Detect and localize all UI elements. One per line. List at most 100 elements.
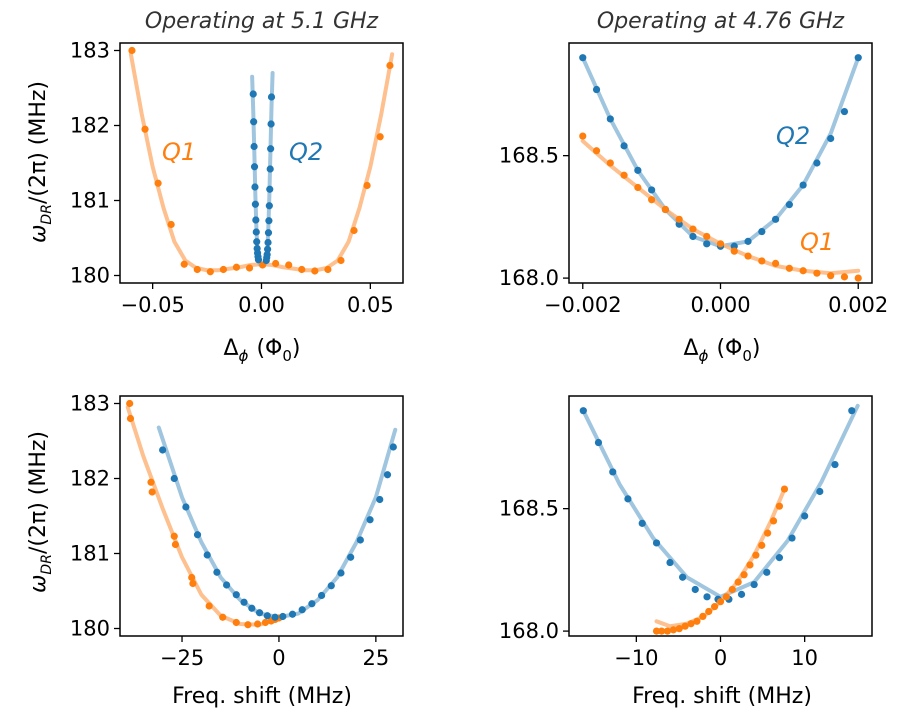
data-point <box>376 495 384 504</box>
data-point <box>147 478 155 486</box>
fit-line <box>156 425 398 620</box>
data-point <box>189 579 197 588</box>
data-point <box>180 260 188 268</box>
data-point <box>691 585 699 594</box>
y-tick-label: 180 <box>70 264 110 288</box>
series-annotation-q2: Q2 <box>776 122 810 150</box>
y-tick-label: 182 <box>70 114 110 138</box>
y-tick-label: 183 <box>70 392 110 416</box>
x-tick-label: 0.000 <box>690 293 750 317</box>
data-point <box>356 536 364 544</box>
data-point <box>648 186 656 194</box>
data-point <box>758 541 766 549</box>
data-point <box>240 598 248 606</box>
data-point <box>737 590 746 598</box>
x-tick-label: 0 <box>714 646 727 670</box>
x-tick-label: 10 <box>791 646 818 670</box>
data-point <box>785 264 793 272</box>
data-point <box>827 272 835 280</box>
data-point <box>722 593 730 601</box>
data-point <box>669 626 677 634</box>
data-point <box>758 227 766 236</box>
data-point <box>267 145 275 153</box>
fit-line <box>250 74 262 267</box>
data-point <box>264 238 272 247</box>
data-point <box>699 612 707 621</box>
data-point <box>728 585 736 594</box>
plot-area <box>579 403 860 635</box>
y-tick-label: 180 <box>70 617 110 641</box>
data-point <box>337 569 345 577</box>
x-tick-label: −10 <box>614 646 658 670</box>
panel-a: Operating at 5.1 GHz −0.05 0.00 0.05 180 181 1… <box>70 9 404 317</box>
data-point <box>219 613 227 621</box>
data-point <box>681 622 689 630</box>
data-point <box>254 256 263 264</box>
data-point <box>785 201 793 209</box>
xlabel-flux-left: Δϕ (Φ0) <box>223 336 300 365</box>
data-point <box>363 181 371 190</box>
data-point <box>324 265 332 274</box>
data-point <box>170 532 178 540</box>
data-point <box>203 551 211 559</box>
data-point <box>763 568 771 576</box>
y-tick-label: 183 <box>70 39 110 63</box>
data-point <box>350 226 358 235</box>
x-tick-label: −0.05 <box>120 293 184 317</box>
data-point <box>788 534 796 542</box>
data-point <box>716 240 725 248</box>
ylabel-top: ωDR/(2π) (MHz) <box>26 81 55 243</box>
data-point <box>248 604 256 612</box>
data-point <box>250 118 258 126</box>
data-point <box>272 259 280 268</box>
x-tick-label: −25 <box>160 646 204 670</box>
data-point <box>771 215 780 223</box>
plot-area <box>579 54 862 282</box>
x-tick-label: 0.00 <box>238 293 285 317</box>
data-point <box>263 612 271 620</box>
y-tick-label: 182 <box>70 467 110 491</box>
data-point <box>298 606 306 614</box>
data-point <box>383 471 392 479</box>
xlabel-flux-right: Δϕ (Φ0) <box>683 336 760 365</box>
data-point <box>232 263 241 271</box>
data-point <box>703 593 711 601</box>
data-point <box>311 267 319 275</box>
data-point <box>285 261 293 269</box>
data-point <box>264 229 273 237</box>
data-point <box>634 183 642 192</box>
data-point <box>606 115 614 123</box>
data-point <box>167 220 175 229</box>
data-point <box>734 578 742 586</box>
data-point <box>801 512 809 520</box>
data-point <box>154 179 162 187</box>
data-point <box>750 580 758 589</box>
data-point <box>579 407 587 415</box>
data-point <box>206 268 214 276</box>
data-point <box>266 165 274 173</box>
data-point <box>579 132 587 140</box>
plot-area <box>128 46 395 276</box>
data-point <box>744 252 752 260</box>
data-point <box>620 171 628 179</box>
data-point <box>213 568 221 576</box>
data-point <box>376 133 384 141</box>
data-point <box>675 625 683 633</box>
data-point <box>813 269 821 277</box>
data-point <box>652 539 661 547</box>
data-point <box>689 225 697 233</box>
data-point <box>128 46 136 55</box>
data-point <box>771 259 780 268</box>
data-point <box>638 519 646 527</box>
data-point <box>663 627 672 635</box>
data-point <box>389 443 397 451</box>
data-point <box>171 540 180 549</box>
data-point <box>308 600 316 608</box>
axes-frame <box>119 395 404 637</box>
data-point <box>687 620 695 628</box>
data-point <box>620 142 628 150</box>
data-point <box>317 591 326 600</box>
data-point <box>609 468 617 476</box>
data-point <box>652 627 661 635</box>
data-point <box>716 598 725 606</box>
